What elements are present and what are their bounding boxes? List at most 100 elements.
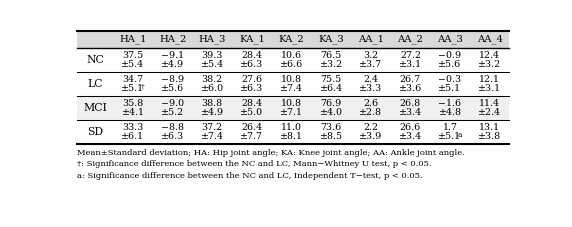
Text: ±3.7: ±3.7 [359, 60, 382, 69]
Text: ±2.4: ±2.4 [478, 108, 501, 117]
Text: 13.1: 13.1 [479, 123, 500, 132]
Text: HA_3: HA_3 [198, 35, 226, 44]
Text: †: Significance difference between the NC and LC, Mann−Whitney U test, p < 0.05.: †: Significance difference between the N… [77, 160, 431, 168]
Text: −9.0: −9.0 [161, 99, 184, 108]
Text: ±8.5: ±8.5 [320, 132, 343, 141]
Text: 2.6: 2.6 [363, 99, 378, 108]
Text: 37.2: 37.2 [202, 123, 223, 132]
Text: 27.2: 27.2 [400, 51, 421, 60]
Text: †: † [141, 83, 145, 91]
Text: −8.8: −8.8 [161, 123, 184, 132]
Text: AA_2: AA_2 [398, 35, 423, 44]
Text: 10.8: 10.8 [281, 99, 302, 108]
Text: 34.7: 34.7 [122, 75, 144, 84]
Text: a: a [458, 131, 462, 139]
Text: ±6.6: ±6.6 [280, 60, 303, 69]
Text: 35.8: 35.8 [122, 99, 144, 108]
Text: HA_2: HA_2 [159, 35, 186, 44]
Text: a: Significance difference between the NC and LC, Independent T−test, p < 0.05.: a: Significance difference between the N… [77, 172, 423, 180]
Text: KA_3: KA_3 [318, 35, 344, 44]
Text: 38.2: 38.2 [202, 75, 223, 84]
Bar [77, 120, 510, 144]
Text: ±6.0: ±6.0 [201, 84, 224, 93]
Text: 26.4: 26.4 [241, 123, 263, 132]
Text: ±8.1: ±8.1 [280, 132, 303, 141]
Text: Mean±Standard deviation; HA: Hip joint angle; KA: Knee joint angle; AA: Ankle jo: Mean±Standard deviation; HA: Hip joint a… [77, 148, 464, 157]
Text: ±5.1: ±5.1 [439, 84, 462, 93]
Text: ±3.1: ±3.1 [478, 84, 501, 93]
Text: 28.4: 28.4 [241, 99, 263, 108]
Text: −1.6: −1.6 [439, 99, 462, 108]
Text: 28.4: 28.4 [241, 51, 263, 60]
Text: 1.7: 1.7 [443, 123, 458, 132]
Text: KA_1: KA_1 [239, 35, 265, 44]
Bar [77, 31, 510, 48]
Text: ±3.9: ±3.9 [359, 132, 383, 141]
Text: 38.8: 38.8 [202, 99, 223, 108]
Text: AA_1: AA_1 [358, 35, 384, 44]
Text: ±4.9: ±4.9 [201, 108, 224, 117]
Text: ±4.1: ±4.1 [121, 108, 145, 117]
Text: ±4.0: ±4.0 [320, 108, 343, 117]
Text: 73.6: 73.6 [320, 123, 341, 132]
Text: ±5.6: ±5.6 [438, 60, 462, 69]
Text: ±6.3: ±6.3 [240, 60, 264, 69]
Text: ±5.2: ±5.2 [161, 108, 184, 117]
Text: 2.4: 2.4 [363, 75, 378, 84]
Text: ±5.1: ±5.1 [439, 132, 462, 141]
Text: 3.2: 3.2 [363, 51, 378, 60]
Text: AA_4: AA_4 [476, 35, 503, 44]
Text: 39.3: 39.3 [201, 51, 223, 60]
Text: 27.6: 27.6 [241, 75, 263, 84]
Text: KA_2: KA_2 [279, 35, 304, 44]
Text: ±4.8: ±4.8 [439, 108, 462, 117]
Text: 76.5: 76.5 [320, 51, 341, 60]
Text: ±6.3: ±6.3 [240, 84, 264, 93]
Text: LC: LC [88, 79, 103, 89]
Text: −8.9: −8.9 [161, 75, 184, 84]
Text: HA_1: HA_1 [119, 35, 147, 44]
Text: ±6.4: ±6.4 [320, 84, 343, 93]
Text: 10.8: 10.8 [281, 75, 302, 84]
Text: ±5.1: ±5.1 [121, 84, 145, 93]
Text: 10.6: 10.6 [281, 51, 302, 60]
Text: ±3.6: ±3.6 [399, 84, 422, 93]
Text: 33.3: 33.3 [122, 123, 144, 132]
Text: ±3.3: ±3.3 [359, 84, 383, 93]
Text: 76.9: 76.9 [320, 99, 341, 108]
Text: ±3.2: ±3.2 [320, 60, 343, 69]
Text: ±3.1: ±3.1 [399, 60, 422, 69]
Text: ±3.4: ±3.4 [399, 132, 422, 141]
Text: 2.2: 2.2 [363, 123, 378, 132]
Text: ±3.8: ±3.8 [478, 132, 501, 141]
Text: 26.7: 26.7 [400, 75, 421, 84]
Text: NC: NC [86, 55, 104, 65]
Bar [77, 96, 510, 120]
Text: ±6.3: ±6.3 [161, 132, 184, 141]
Text: ±5.6: ±5.6 [161, 84, 184, 93]
Text: ±3.4: ±3.4 [399, 108, 422, 117]
Text: 26.6: 26.6 [400, 123, 421, 132]
Text: ±7.4: ±7.4 [201, 132, 224, 141]
Text: ±5.4: ±5.4 [121, 60, 145, 69]
Text: ±2.8: ±2.8 [359, 108, 382, 117]
Text: ±7.1: ±7.1 [280, 108, 303, 117]
Text: 75.5: 75.5 [320, 75, 341, 84]
Text: 11.4: 11.4 [479, 99, 500, 108]
Text: MCI: MCI [83, 103, 107, 113]
Text: 11.0: 11.0 [281, 123, 302, 132]
Text: ±4.9: ±4.9 [161, 60, 184, 69]
Text: −9.1: −9.1 [161, 51, 184, 60]
Text: ±5.0: ±5.0 [240, 108, 264, 117]
Text: −0.3: −0.3 [439, 75, 462, 84]
Text: 12.1: 12.1 [479, 75, 500, 84]
Bar [77, 48, 510, 72]
Text: −0.9: −0.9 [439, 51, 462, 60]
Text: SD: SD [87, 127, 103, 137]
Text: ±3.2: ±3.2 [478, 60, 501, 69]
Text: ±7.4: ±7.4 [280, 84, 303, 93]
Bar [77, 72, 510, 96]
Text: ±5.4: ±5.4 [201, 60, 224, 69]
Text: 26.8: 26.8 [400, 99, 421, 108]
Text: ±7.7: ±7.7 [240, 132, 263, 141]
